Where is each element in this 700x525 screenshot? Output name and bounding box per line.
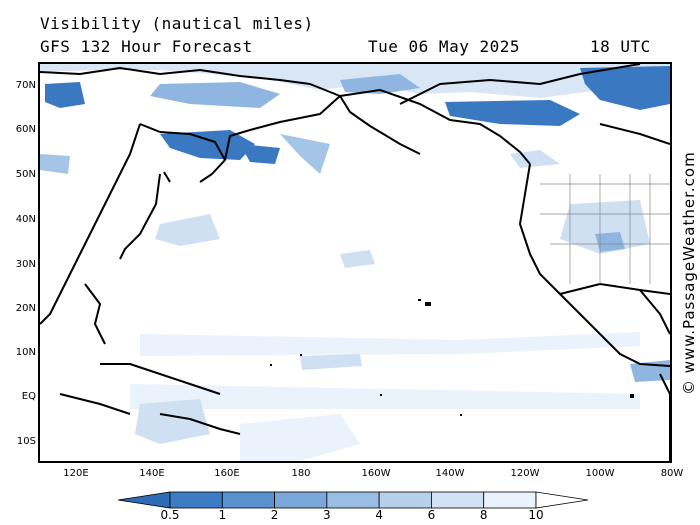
legend-tick-label: 10	[528, 508, 544, 522]
visibility-shading	[40, 64, 670, 461]
legend-segment	[221, 491, 275, 509]
lon-label-160e: 160E	[214, 468, 240, 479]
lon-label-100w: 100W	[585, 468, 615, 479]
pacific-islands	[270, 299, 634, 416]
lon-label-80w: 80W	[660, 468, 684, 479]
lon-label-140e: 140E	[139, 468, 165, 479]
lon-label-180: 180	[291, 468, 311, 479]
forecast-date: Tue 06 May 2025	[368, 37, 520, 56]
lat-label-10s: 10S	[16, 436, 36, 447]
lat-label-10n: 10N	[15, 347, 36, 358]
legend-tick-label: 4	[375, 508, 383, 522]
lon-label-160w: 160W	[361, 468, 391, 479]
lat-label-70n: 70N	[15, 80, 36, 91]
lat-label-40n: 40N	[15, 214, 36, 225]
lon-label-120e: 120E	[63, 468, 89, 479]
lon-label-140w: 140W	[435, 468, 465, 479]
legend-tick-label: 1	[218, 508, 227, 522]
legend-segment	[274, 491, 328, 509]
legend-tick-label: 0.5	[160, 508, 180, 522]
legend-tick-label: 3	[323, 508, 331, 522]
lon-label-120w: 120W	[510, 468, 540, 479]
state-borders	[540, 174, 670, 284]
legend-colorbar	[118, 491, 588, 509]
legend-segment	[169, 491, 223, 509]
legend-tick-label: 2	[270, 508, 279, 522]
map-variable-title: Visibility (nautical miles)	[40, 14, 314, 33]
legend-segment	[431, 491, 485, 509]
forecast-run-title: GFS 132 Hour Forecast	[40, 37, 253, 56]
legend-segment-max	[535, 491, 588, 509]
visibility-map	[38, 62, 672, 463]
lat-label-60n: 60N	[15, 124, 36, 135]
forecast-time: 18 UTC	[590, 37, 651, 56]
legend-tick-label: 6	[427, 508, 436, 522]
lat-label-eq: EQ	[21, 391, 36, 402]
legend-segment	[326, 491, 380, 509]
legend-segment	[378, 491, 432, 509]
credit-text: © www.PassageWeather.com	[680, 151, 698, 395]
map-canvas	[40, 64, 670, 461]
lat-label-20n: 20N	[15, 303, 36, 314]
coastlines	[40, 64, 670, 461]
lat-label-50n: 50N	[15, 169, 36, 180]
legend-segment	[483, 491, 537, 509]
legend-segment-min	[118, 491, 171, 509]
legend-tick-label: 8	[479, 508, 488, 522]
lat-label-30n: 30N	[15, 259, 36, 270]
